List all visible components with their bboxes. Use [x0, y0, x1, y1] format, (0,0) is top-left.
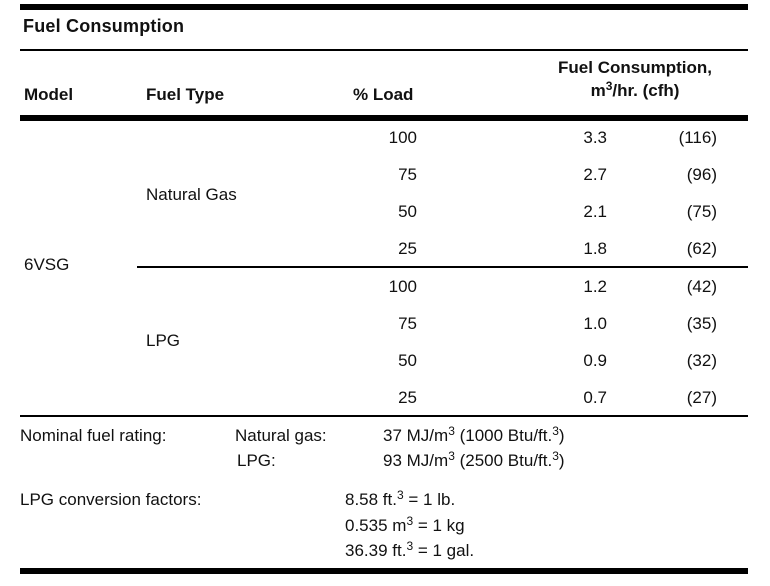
nominal-fuel-lpg: LPG: — [237, 451, 276, 470]
table-row: 50 0.9 (32) — [0, 342, 770, 379]
cfh-value: (27) — [686, 388, 717, 407]
table-row: 100 3.3 (116) — [0, 119, 770, 156]
cfh-value: (96) — [686, 165, 717, 184]
table-row: 50 2.1 (75) — [0, 193, 770, 230]
load-value: 100 — [388, 128, 417, 147]
load-value: 25 — [398, 388, 417, 407]
fuel-type-label-lpg: LPG — [146, 331, 181, 350]
cfh-value: (62) — [686, 239, 717, 258]
m3hr-value: 1.8 — [583, 239, 607, 258]
m3hr-value: 0.7 — [583, 388, 607, 407]
header-rule — [20, 115, 748, 121]
load-value: 50 — [398, 202, 417, 221]
table-row: 75 2.7 (96) — [0, 156, 770, 193]
nominal-value-natural-gas: 37 MJ/m3 (1000 Btu/ft.3) — [383, 424, 565, 445]
conversion-factor-kg: 0.535 m3 = 1 kg — [345, 514, 465, 535]
column-header-fuel-type: Fuel Type — [146, 85, 225, 104]
column-header-model: Model — [24, 85, 74, 104]
nominal-rating-label: Nominal fuel rating: — [20, 426, 167, 445]
load-value: 25 — [398, 239, 417, 258]
nominal-value-lpg: 93 MJ/m3 (2500 Btu/ft.3) — [383, 449, 565, 470]
table-title: Fuel Consumption — [23, 16, 185, 36]
table-row: 25 0.7 (27) — [0, 379, 770, 416]
table-row: 75 1.0 (35) — [0, 305, 770, 342]
fuel-group-divider-rule — [137, 266, 748, 268]
conversion-factor-lb: 8.58 ft.3 = 1 lb. — [345, 488, 456, 509]
model-label: 6VSG — [24, 255, 70, 274]
column-header-consumption: Fuel Consumption, m3/hr. (cfh) — [520, 56, 750, 104]
page-bottom-rule — [20, 568, 748, 574]
cfh-value: (75) — [686, 202, 717, 221]
load-value: 75 — [398, 165, 417, 184]
cfh-value: (42) — [686, 277, 717, 296]
consumption-header-line1: Fuel Consumption, — [558, 58, 712, 77]
conversion-factor-gal: 36.39 ft.3 = 1 gal. — [345, 539, 475, 560]
m3hr-value: 2.1 — [583, 202, 607, 221]
conversion-factors-label: LPG conversion factors: — [20, 490, 202, 509]
table-row: 100 1.2 (42) — [0, 268, 770, 305]
title-divider-rule — [20, 49, 748, 51]
m3hr-value: 1.0 — [583, 314, 607, 333]
column-header-load: % Load — [353, 85, 414, 104]
cfh-value: (116) — [678, 128, 717, 147]
m3hr-value: 0.9 — [583, 351, 607, 370]
cfh-value: (35) — [686, 314, 717, 333]
m3hr-value: 2.7 — [583, 165, 607, 184]
fuel-type-label-natural-gas: Natural Gas — [146, 185, 237, 204]
table-bottom-rule — [20, 415, 748, 417]
load-value: 100 — [388, 277, 417, 296]
top-rule — [20, 4, 748, 10]
m3hr-value: 1.2 — [583, 277, 607, 296]
nominal-fuel-natural-gas: Natural gas: — [235, 426, 327, 445]
table-row: 25 1.8 (62) — [0, 230, 770, 267]
load-value: 50 — [398, 351, 417, 370]
consumption-header-line2: m3/hr. (cfh) — [590, 79, 680, 100]
load-value: 75 — [398, 314, 417, 333]
m3hr-value: 3.3 — [583, 128, 607, 147]
cfh-value: (32) — [686, 351, 717, 370]
